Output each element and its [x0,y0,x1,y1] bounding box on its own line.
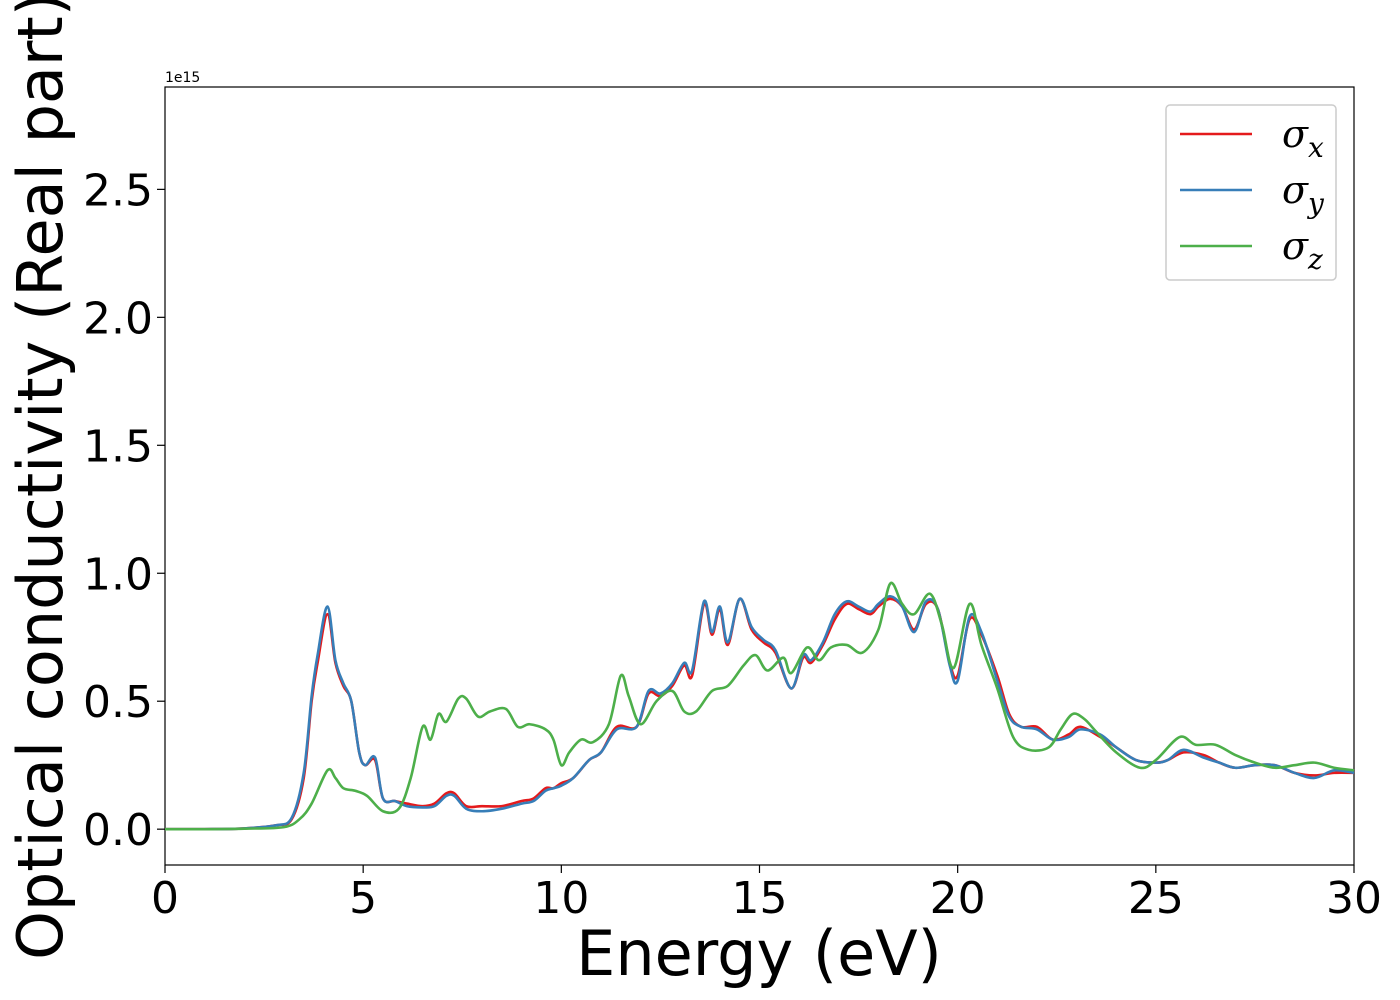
series-line-y [164,594,1355,831]
plot-area [164,86,1355,866]
plot-frame [164,86,1355,866]
x-tick-label: 30 [1326,873,1382,924]
legend-label-z: σz [1282,224,1323,276]
x-tick-label: 0 [151,873,179,924]
legend-label-y: σy [1282,168,1325,220]
y-tick-label: 0.5 [83,677,153,728]
y-axis-title: Optical conductivity (Real part) [4,0,77,960]
x-tick-label: 5 [349,873,377,924]
legend-subscript: z [1307,243,1323,276]
legend-symbol: σ [1282,224,1309,268]
legend-subscript: x [1308,131,1324,164]
legend-symbol: σ [1282,112,1309,156]
legend-label-x: σx [1282,112,1324,164]
y-tick-label: 0.0 [83,805,153,856]
series-line-z [164,581,1355,831]
y-offset-label: 1e15 [165,70,200,86]
y-tick-label: 1.0 [83,549,153,600]
y-axis: 0.0 0.5 1.0 1.5 2.0 2.5 [83,165,165,856]
legend-symbol: σ [1282,168,1309,212]
x-tick-label: 10 [533,873,589,924]
x-tick-label: 20 [930,873,986,924]
x-tick-label: 15 [732,873,788,924]
y-tick-label: 1.5 [83,421,153,472]
legend-frame [1165,104,1337,281]
x-axis-title: Energy (eV) [576,917,942,990]
legend-subscript: y [1306,187,1325,220]
x-tick-label: 25 [1128,873,1184,924]
y-tick-label: 2.0 [83,293,153,344]
series-group [164,581,1355,831]
y-tick-label: 2.5 [83,165,153,216]
x-axis: 0 5 10 15 20 25 30 [151,865,1382,924]
